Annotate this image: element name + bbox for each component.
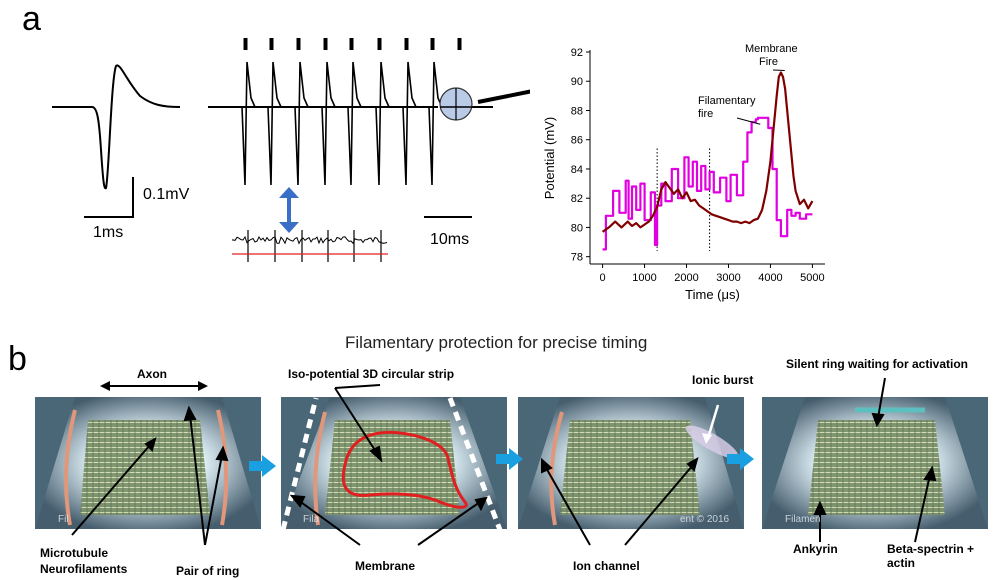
label-ankyrin: Ankyrin (793, 542, 838, 556)
single-spike-trace (52, 64, 181, 190)
raster-tick (430, 38, 435, 50)
raster-tick (349, 38, 354, 50)
membrane-series-line (601, 71, 814, 233)
chart-y-tick-label: 78 (571, 252, 583, 264)
chart-y-tick-label: 90 (571, 76, 583, 88)
chart-y-tick-label: 92 (571, 47, 583, 59)
next-arrow-2 (496, 448, 523, 470)
panel-a-traces (52, 38, 530, 262)
panel-a-label: a (22, 0, 41, 38)
raster-tick (457, 38, 462, 50)
scalebar-time-single-label: 1ms (93, 224, 124, 241)
chart-y-tick-label: 86 (571, 135, 583, 147)
raster-tick (323, 38, 328, 50)
label-ionic-burst: Ionic burst (692, 373, 754, 387)
spike-train (241, 61, 443, 262)
annotation-arrows (71, 377, 937, 546)
watermark-2: Fila (303, 514, 320, 525)
watermark-4: Filamen (785, 514, 821, 525)
scalebar-time-train-label: 10ms (430, 231, 470, 248)
raster-tick (269, 38, 274, 50)
label-microtubule-line1: Microtubule (40, 546, 108, 560)
chart-x-tick-label: 1000 (632, 272, 656, 284)
scalebar-voltage-label: 0.1mV (143, 186, 190, 203)
spike-train-spike (347, 61, 362, 186)
raster-tick (296, 38, 301, 50)
watermark-1: Fil (58, 514, 69, 525)
scalebar-single (84, 177, 134, 218)
annotation-membrane-fire: Membrane Fire (745, 43, 798, 68)
label-membrane: Membrane (355, 559, 416, 573)
panel-b-label: b (8, 340, 27, 378)
raster-tick (377, 38, 382, 50)
chart-y-tick-label: 82 (571, 193, 583, 205)
spike-train-spike (375, 61, 390, 186)
membrane-dashed-left (280, 397, 319, 531)
chart-x-tick-label: 0 (600, 272, 606, 284)
chart-x-tick-label: 2000 (674, 272, 698, 284)
label-silent-ring: Silent ring waiting for activation (786, 357, 969, 371)
next-arrow-1 (249, 455, 276, 477)
chart-y-tick-label: 80 (571, 222, 583, 234)
raster-tick (404, 38, 409, 50)
potential-chart: 78 80 82 84 86 88 90 92 0 1000 2000 3000 4000 5000 Tim… (542, 43, 825, 302)
membrane-dashed-right (447, 397, 503, 531)
annotation-filamentary-arrow (736, 117, 761, 125)
watermark-3: ent © 2016 (680, 514, 730, 525)
blue-double-arrow (279, 187, 299, 233)
chart-y-tick-label: 88 (571, 105, 583, 117)
label-ion-channel: Ion channel (573, 559, 640, 573)
frame-2 (281, 397, 507, 529)
chart-x-tick-label: 4000 (758, 272, 782, 284)
chart-y-tick-label: 84 (571, 164, 583, 176)
annotation-filamentary-fire: Filamentary fire (698, 95, 756, 120)
spike-train-spike (402, 61, 417, 186)
frame-3 (518, 397, 744, 529)
zoom-arrow (477, 89, 530, 104)
spike-train-spike (428, 61, 443, 186)
panel-b-frames (35, 377, 988, 546)
chart-x-tick-label: 5000 (800, 272, 824, 284)
noise-trace (231, 235, 388, 245)
label-iso-strip: Iso-potential 3D circular strip (288, 367, 455, 381)
raster-ticks (243, 38, 462, 50)
frame-1 (35, 397, 261, 529)
spike-train-spike (294, 61, 309, 186)
chart-y-axis-label: Potential (mV) (542, 117, 557, 199)
spike-train-spike (241, 61, 256, 186)
spike-train-spike (267, 61, 282, 186)
chart-x-tick-label: 3000 (716, 272, 740, 284)
label-beta-spectrin: Beta-spectrin + actin (887, 542, 975, 570)
label-axon: Axon (137, 367, 167, 381)
label-microtubule-line2: Neurofilaments (40, 562, 128, 576)
filamentary-series-line (602, 116, 813, 251)
next-arrow-3 (727, 448, 754, 470)
raster-tick (243, 38, 248, 50)
iso-potential-strip-outline (341, 430, 468, 509)
spike-train-spike (321, 61, 336, 186)
label-pair-of-ring: Pair of ring (176, 564, 240, 578)
label-microtubule: Microtubule Neurofilaments (40, 545, 127, 577)
chart-x-axis-label: Time (μs) (685, 287, 740, 302)
panel-b-heading: Filamentary protection for precise timin… (345, 333, 648, 352)
